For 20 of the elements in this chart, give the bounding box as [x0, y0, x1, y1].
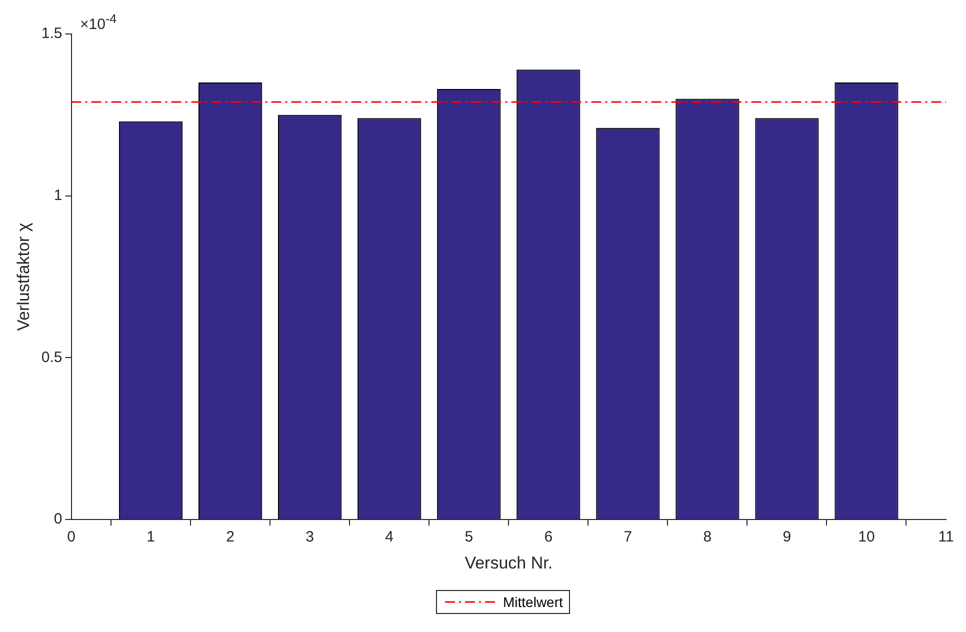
x-tick-label: 4: [385, 528, 394, 546]
x-tick-label: 10: [858, 528, 875, 546]
legend-label: Mittelwert: [503, 594, 563, 610]
y-tick-label: 1.5: [41, 25, 62, 42]
x-tick-label: 3: [306, 528, 314, 546]
x-axis-title: Versuch Nr.: [464, 553, 553, 572]
y-tick-label: 0: [54, 510, 62, 528]
x-tick-label: 5: [464, 528, 474, 546]
text: ×10$^{-4}$: [80, 12, 117, 33]
x-tick-label: 8: [703, 528, 712, 546]
x-tick-label: 6: [544, 528, 553, 546]
x-tick-label: 2: [226, 528, 234, 546]
y-tick-label: 1: [54, 187, 62, 204]
x-tick-label: 7: [624, 528, 632, 546]
x-tick-label: 0: [67, 528, 76, 546]
x-tick-label: 1: [146, 528, 155, 546]
x-tick-label: 11: [938, 528, 954, 546]
x-tick-label: 9: [782, 528, 792, 546]
y-axis-title: Verlustfaktor χ: [14, 222, 33, 331]
y-tick-label: 0.5: [41, 348, 62, 366]
